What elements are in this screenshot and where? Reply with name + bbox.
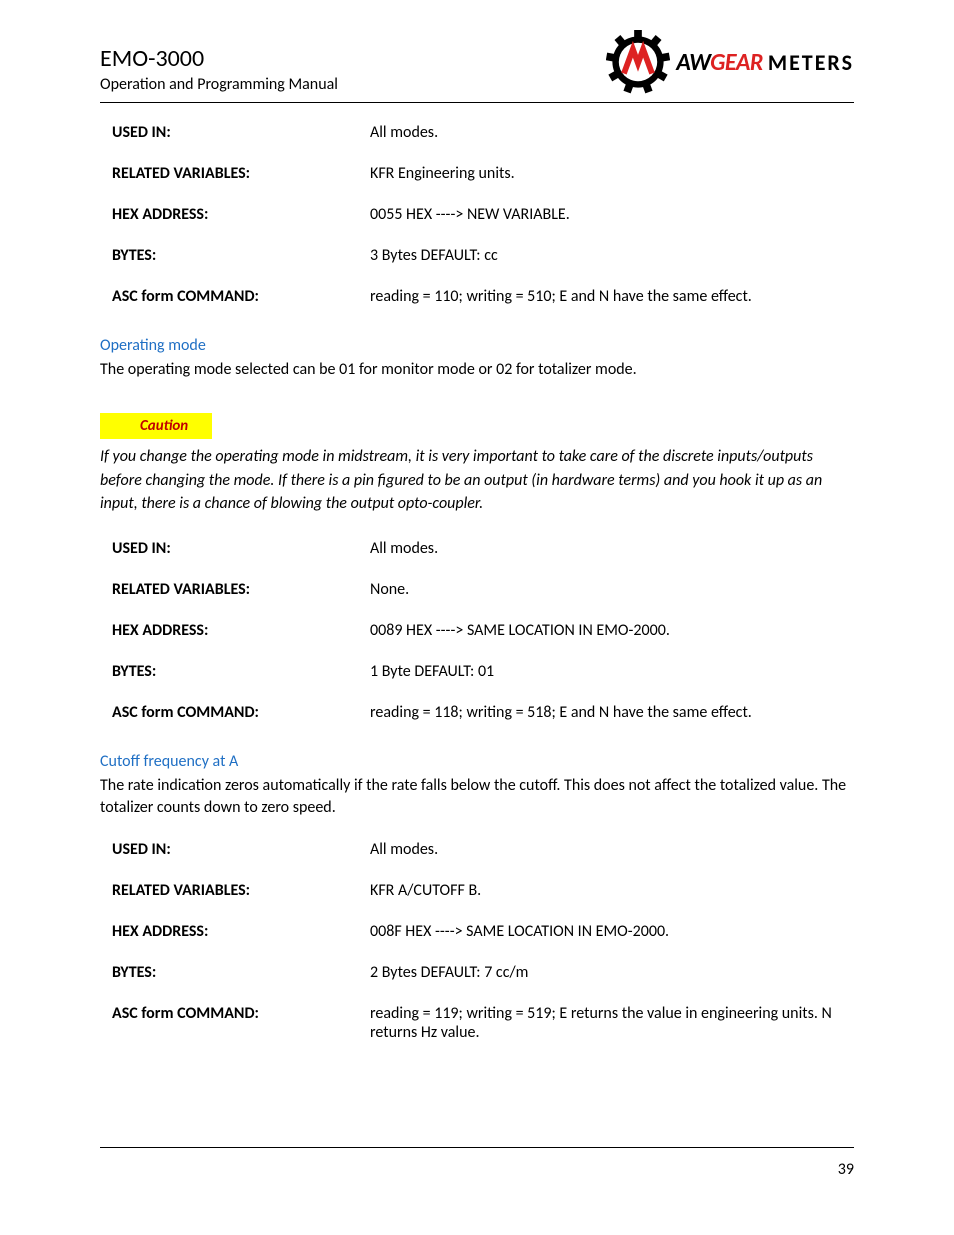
spec-label: HEX ADDRESS: — [112, 922, 370, 941]
spec-row: USED IN: All modes. — [112, 539, 854, 558]
logo-gear: GEAR — [710, 48, 763, 77]
page: EMO-3000 Operation and Programming Manua… — [0, 0, 954, 1235]
spec-row: BYTES: 1 Byte DEFAULT: 01 — [112, 662, 854, 681]
spec-row: ASC form COMMAND: reading = 110; writing… — [112, 287, 854, 306]
gear-icon — [606, 30, 670, 94]
spec-value: KFR Engineering units. — [370, 164, 854, 183]
page-footer: 39 — [100, 1147, 854, 1179]
spec-value: 1 Byte DEFAULT: 01 — [370, 662, 854, 681]
spec-label: HEX ADDRESS: — [112, 621, 370, 640]
spec-row: RELATED VARIABLES: None. — [112, 580, 854, 599]
logo-text: AWGEAR METERS — [676, 48, 854, 77]
caution-text: If you change the operating mode in mids… — [100, 445, 854, 515]
spec-row: HEX ADDRESS: 008F HEX ----> SAME LOCATIO… — [112, 922, 854, 941]
spec-label: USED IN: — [112, 840, 370, 859]
spec-label: ASC form COMMAND: — [112, 1004, 370, 1042]
spec-table-0: USED IN: All modes. RELATED VARIABLES: K… — [112, 123, 854, 306]
spec-label: ASC form COMMAND: — [112, 703, 370, 722]
spec-value: 2 Bytes DEFAULT: 7 cc/m — [370, 963, 854, 982]
spec-label: RELATED VARIABLES: — [112, 164, 370, 183]
spec-label: RELATED VARIABLES: — [112, 580, 370, 599]
header-titles: EMO-3000 Operation and Programming Manua… — [100, 44, 338, 94]
spec-row: USED IN: All modes. — [112, 840, 854, 859]
spec-value: reading = 110; writing = 510; E and N ha… — [370, 287, 854, 306]
spec-row: HEX ADDRESS: 0055 HEX ----> NEW VARIABLE… — [112, 205, 854, 224]
spec-value: KFR A/CUTOFF B. — [370, 881, 854, 900]
spec-table-2: USED IN: All modes. RELATED VARIABLES: K… — [112, 840, 854, 1042]
spec-table-1: USED IN: All modes. RELATED VARIABLES: N… — [112, 539, 854, 722]
spec-row: USED IN: All modes. — [112, 123, 854, 142]
spec-value: 3 Bytes DEFAULT: cc — [370, 246, 854, 265]
spec-value: All modes. — [370, 840, 854, 859]
page-header: EMO-3000 Operation and Programming Manua… — [100, 30, 854, 103]
spec-row: ASC form COMMAND: reading = 119; writing… — [112, 1004, 854, 1042]
doc-title: EMO-3000 — [100, 44, 338, 73]
spec-label: BYTES: — [112, 963, 370, 982]
spec-value: 008F HEX ----> SAME LOCATION IN EMO-2000… — [370, 922, 854, 941]
section-title-operating-mode: Operating mode — [100, 336, 854, 355]
spec-label: HEX ADDRESS: — [112, 205, 370, 224]
spec-label: RELATED VARIABLES: — [112, 881, 370, 900]
logo-meters: METERS — [768, 49, 854, 76]
section-desc: The operating mode selected can be 01 fo… — [100, 359, 854, 381]
spec-label: BYTES: — [112, 246, 370, 265]
spec-row: RELATED VARIABLES: KFR A/CUTOFF B. — [112, 881, 854, 900]
spec-value: 0055 HEX ----> NEW VARIABLE. — [370, 205, 854, 224]
spec-value: reading = 118; writing = 518; E and N ha… — [370, 703, 854, 722]
logo-aw: AW — [676, 48, 710, 77]
caution-label: Caution — [100, 413, 212, 439]
section-desc: The rate indication zeros automatically … — [100, 775, 854, 820]
spec-value: All modes. — [370, 539, 854, 558]
spec-value: All modes. — [370, 123, 854, 142]
spec-row: BYTES: 2 Bytes DEFAULT: 7 cc/m — [112, 963, 854, 982]
spec-label: USED IN: — [112, 123, 370, 142]
spec-label: BYTES: — [112, 662, 370, 681]
spec-value: 0089 HEX ----> SAME LOCATION IN EMO-2000… — [370, 621, 854, 640]
spec-value: reading = 119; writing = 519; E returns … — [370, 1004, 854, 1042]
spec-row: BYTES: 3 Bytes DEFAULT: cc — [112, 246, 854, 265]
spec-label: ASC form COMMAND: — [112, 287, 370, 306]
spec-row: HEX ADDRESS: 0089 HEX ----> SAME LOCATIO… — [112, 621, 854, 640]
spec-row: ASC form COMMAND: reading = 118; writing… — [112, 703, 854, 722]
brand-logo: AWGEAR METERS — [606, 30, 854, 94]
spec-value: None. — [370, 580, 854, 599]
spec-label: USED IN: — [112, 539, 370, 558]
section-title-cutoff-a: Cutoff frequency at A — [100, 752, 854, 771]
doc-subtitle: Operation and Programming Manual — [100, 75, 338, 94]
page-number: 39 — [838, 1160, 854, 1179]
spec-row: RELATED VARIABLES: KFR Engineering units… — [112, 164, 854, 183]
